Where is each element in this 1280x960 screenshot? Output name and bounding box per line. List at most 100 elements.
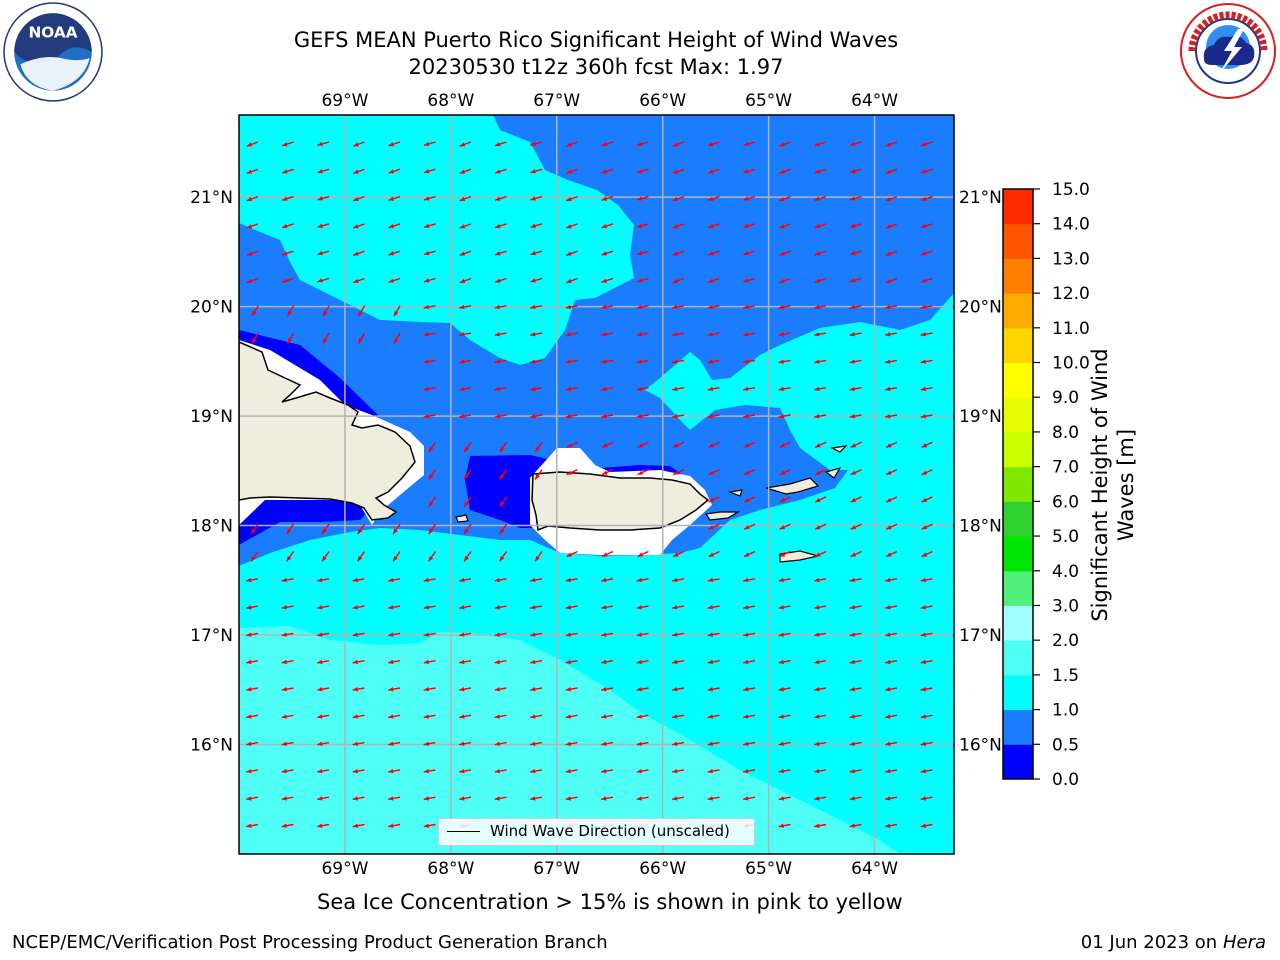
lon-label: 69°W [321,859,368,879]
wave-arrow-head [885,251,892,256]
wave-arrow-head [281,796,287,801]
wave-arrow-head [885,823,891,828]
wave-arrow-head [673,443,679,448]
wave-arrow-head [246,142,253,147]
wave-arrow-head [566,470,573,475]
wave-arrow-head [535,474,540,480]
land-puerto-rico [531,471,710,532]
wave-arrow-head [921,497,928,502]
wave-arrow-head [246,251,253,256]
wave-arrow-head [388,659,394,665]
wave-arrow-head [814,687,820,692]
land-mona [455,514,469,523]
wave-arrow-head [530,359,536,364]
wave-arrow-head [601,278,608,283]
wave-arrow-head [282,223,288,229]
wave-arrow-head [920,659,926,665]
wave-arrow-head [428,446,434,453]
wave-arrow-head [566,278,572,283]
wave-arrow-head [707,304,713,310]
wave-arrow-head [317,577,323,583]
colorbar-swatch [1003,189,1033,225]
wave-arrow-head [672,304,678,310]
wave-arrow-head [849,386,855,392]
wave-arrow-head [499,474,505,480]
wave-arrow-head [353,196,359,202]
wave-arrow-head [885,332,891,337]
colorbar-label-line1: Significant Height of Wind [1088,348,1112,622]
lat-label: 19°N [959,407,1002,427]
legend-line-swatch [447,831,480,832]
wave-arrow-head [778,414,784,419]
wave-arrow-head [323,338,328,344]
wave-arrow-head [849,714,855,719]
gridlines [239,115,954,854]
wave-arrow-head [281,714,287,719]
wave-arrow-head [814,332,820,337]
lat-label: 17°N [190,626,233,646]
wave-arrow-head [423,768,429,774]
wave-arrow-head [423,632,429,637]
wave-arrow-head [743,304,749,310]
wave-arrow-head [885,169,892,174]
wave-arrow-head [708,443,715,448]
wave-arrow-head [921,552,928,557]
lon-label: 67°W [533,859,580,879]
lon-label: 68°W [427,859,474,879]
wave-arrow-head [246,659,252,665]
wave-arrow-head [423,304,429,310]
wave-arrow-head [601,577,607,583]
wave-arrow-head [499,555,505,562]
wave-arrow-head [459,414,465,419]
wave-arrow-head [352,577,358,583]
wave-arrow-head [566,196,572,202]
wave-arrow-head [282,169,288,174]
wave-arrow-head [601,386,607,392]
wave-arrow-head [565,796,571,801]
wave-arrow-head [317,632,323,637]
wave-arrow-head [281,659,287,665]
wave-arrow-head [322,528,327,535]
wave-arrow-head [708,223,714,229]
lat-label: 20°N [190,298,233,318]
wave-arrow-head [636,304,642,310]
wave-arrow-head [743,414,749,419]
wave-arrow-head [707,741,713,746]
colorbar-tick-label: 12.0 [1052,284,1090,304]
wave-arrow-head [815,443,821,448]
wave-arrow-head [353,251,359,256]
colorbar-swatch [1003,501,1033,537]
colorbar-swatch [1003,570,1033,606]
wave-arrow-head [849,741,855,746]
map-frame [238,114,955,855]
colorbar-tick-label: 1.0 [1052,701,1079,721]
lat-label: 19°N [190,407,233,427]
wave-arrow-head [317,823,323,828]
land-culebra [727,489,743,497]
wave-arrow-head [601,359,607,364]
wave-arrow-head [357,528,363,535]
wave-arrow-head [459,605,465,610]
wave-arrow-head [464,501,469,507]
wave-arrow-head [743,768,749,774]
wave-arrow-head [459,386,465,392]
wave-arrow-head [601,714,607,719]
wave-arrow-head [423,414,429,419]
wave-arrow-head [601,632,607,637]
colorbar-tick-label: 9.0 [1052,388,1079,408]
wave-arrow-head [246,605,252,610]
wave-arrow-head [778,823,784,828]
wave-arrow-head [743,278,749,283]
wave-arrow-head [494,605,500,610]
wave-arrow-head [779,470,786,475]
wave-arrow-head [530,796,536,801]
wave-arrow-head [530,605,536,610]
wave-arrow-head [814,196,821,201]
colorbar-tick-label: 0.5 [1052,735,1079,755]
wave-arrow-head [252,338,257,344]
wave-arrow-head [565,659,571,665]
wave-arrow-head [530,196,536,201]
wave-arrow-head [358,310,363,317]
wave-arrow-head [672,169,679,174]
wave-arrow-head [920,386,926,392]
